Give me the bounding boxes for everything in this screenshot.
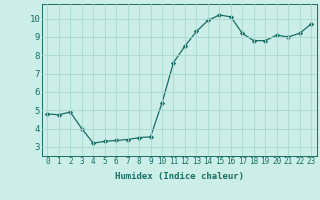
X-axis label: Humidex (Indice chaleur): Humidex (Indice chaleur) — [115, 172, 244, 181]
